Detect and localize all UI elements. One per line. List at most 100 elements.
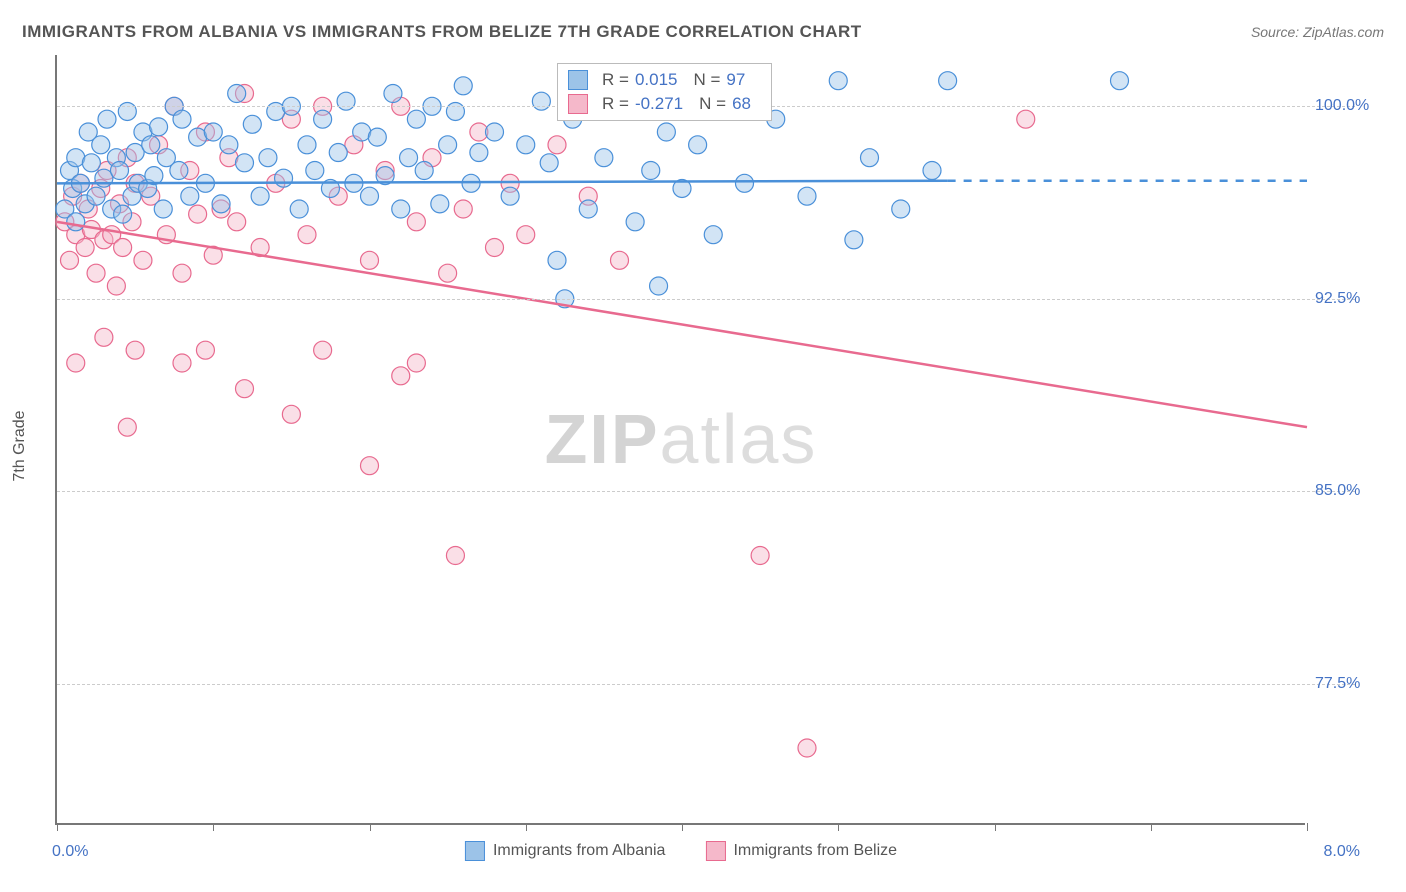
- scatter-point: [595, 149, 613, 167]
- y-tick-label: 77.5%: [1315, 675, 1385, 693]
- scatter-point: [446, 547, 464, 565]
- scatter-point: [798, 187, 816, 205]
- scatter-point: [228, 213, 246, 231]
- scatter-point: [87, 264, 105, 282]
- scatter-point: [134, 251, 152, 269]
- x-min-label: 0.0%: [52, 843, 88, 861]
- scatter-point: [439, 136, 457, 154]
- scatter-point: [439, 264, 457, 282]
- scatter-point: [290, 200, 308, 218]
- legend-box-row: R = -0.271 N = 68: [568, 92, 761, 116]
- legend-item: Immigrants from Belize: [705, 841, 897, 861]
- chart-title: IMMIGRANTS FROM ALBANIA VS IMMIGRANTS FR…: [22, 22, 862, 42]
- scatter-point: [548, 251, 566, 269]
- legend-swatch-icon: [568, 94, 588, 114]
- x-tick: [370, 823, 371, 831]
- scatter-point: [626, 213, 644, 231]
- scatter-point: [704, 226, 722, 244]
- legend-label: Immigrants from Belize: [733, 842, 897, 859]
- scatter-point: [923, 162, 941, 180]
- scatter-point: [236, 154, 254, 172]
- x-tick: [838, 823, 839, 831]
- scatter-point: [98, 110, 116, 128]
- scatter-point: [486, 123, 504, 141]
- scatter-point: [361, 457, 379, 475]
- gridline-h: [57, 299, 1355, 300]
- scatter-point: [611, 251, 629, 269]
- scatter-point: [829, 72, 847, 90]
- scatter-point: [114, 239, 132, 257]
- scatter-point: [517, 136, 535, 154]
- scatter-point: [259, 149, 277, 167]
- scatter-point: [298, 226, 316, 244]
- gridline-h: [57, 491, 1355, 492]
- x-max-label: 8.0%: [1324, 843, 1360, 861]
- scatter-point: [282, 405, 300, 423]
- legend-item: Immigrants from Albania: [465, 841, 666, 861]
- scatter-point: [579, 200, 597, 218]
- legend-swatch-icon: [705, 841, 725, 861]
- scatter-point: [650, 277, 668, 295]
- scatter-point: [275, 169, 293, 187]
- scatter-point: [314, 341, 332, 359]
- scatter-point: [407, 213, 425, 231]
- scatter-point: [329, 144, 347, 162]
- scatter-point: [400, 149, 418, 167]
- x-tick: [682, 823, 683, 831]
- scatter-point: [689, 136, 707, 154]
- scatter-point: [431, 195, 449, 213]
- scatter-point: [446, 102, 464, 120]
- scatter-point: [407, 110, 425, 128]
- x-tick: [57, 823, 58, 831]
- scatter-point: [314, 110, 332, 128]
- scatter-point: [392, 200, 410, 218]
- scatter-point: [1017, 110, 1035, 128]
- scatter-point: [111, 162, 129, 180]
- scatter-point: [61, 251, 79, 269]
- scatter-point: [118, 418, 136, 436]
- scatter-point: [798, 739, 816, 757]
- chart-plot-area: ZIPatlas 77.5%85.0%92.5%100.0%0.0%8.0%Im…: [55, 55, 1305, 825]
- scatter-point: [845, 231, 863, 249]
- scatter-point: [384, 85, 402, 103]
- scatter-point: [486, 239, 504, 257]
- scatter-point: [142, 136, 160, 154]
- source-attribution: Source: ZipAtlas.com: [1251, 24, 1384, 40]
- scatter-point: [212, 195, 230, 213]
- scatter-point: [189, 205, 207, 223]
- scatter-point: [251, 187, 269, 205]
- scatter-point: [126, 341, 144, 359]
- scatter-point: [939, 72, 957, 90]
- scatter-point: [361, 187, 379, 205]
- scatter-point: [532, 92, 550, 110]
- trend-line: [57, 181, 948, 184]
- scatter-point: [67, 354, 85, 372]
- scatter-point: [118, 102, 136, 120]
- chart-svg: [57, 55, 1305, 823]
- x-tick: [526, 823, 527, 831]
- scatter-point: [540, 154, 558, 172]
- scatter-point: [1111, 72, 1129, 90]
- scatter-point: [243, 115, 261, 133]
- scatter-point: [407, 354, 425, 372]
- scatter-point: [657, 123, 675, 141]
- scatter-point: [92, 136, 110, 154]
- scatter-point: [67, 213, 85, 231]
- scatter-point: [501, 187, 519, 205]
- scatter-point: [861, 149, 879, 167]
- scatter-point: [892, 200, 910, 218]
- scatter-point: [392, 367, 410, 385]
- legend-label: Immigrants from Albania: [493, 842, 666, 859]
- y-tick-label: 85.0%: [1315, 482, 1385, 500]
- scatter-point: [154, 200, 172, 218]
- scatter-point: [173, 264, 191, 282]
- scatter-point: [337, 92, 355, 110]
- correlation-legend-box: R = 0.015 N = 97 R = -0.271 N = 68: [557, 63, 772, 121]
- legend-bottom: Immigrants from Albania Immigrants from B…: [465, 841, 897, 861]
- scatter-point: [368, 128, 386, 146]
- scatter-point: [220, 136, 238, 154]
- scatter-point: [170, 162, 188, 180]
- scatter-point: [454, 200, 472, 218]
- scatter-point: [751, 547, 769, 565]
- scatter-point: [173, 354, 191, 372]
